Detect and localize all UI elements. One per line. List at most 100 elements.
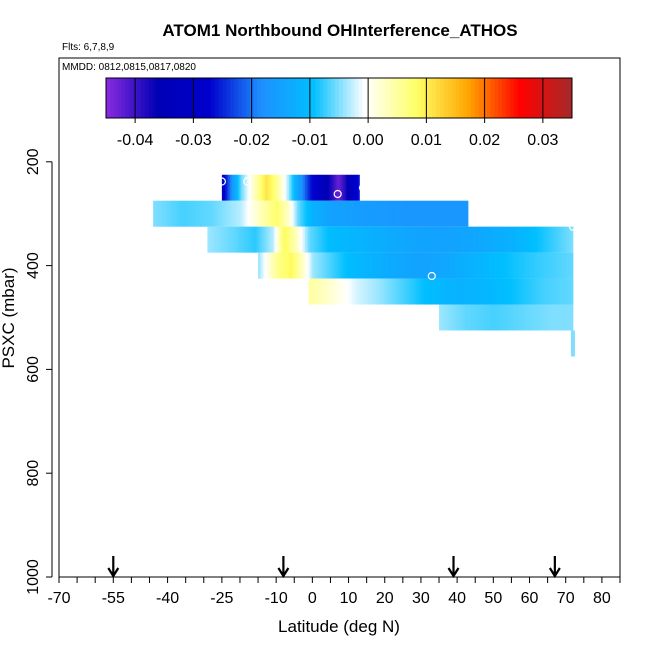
flight-latitude-arrow-1 <box>277 556 290 579</box>
heat-cell-1-120 <box>345 200 348 227</box>
heat-cell-1-187 <box>452 200 455 227</box>
heat-cell-1-100 <box>313 200 316 227</box>
heat-cell-2-36 <box>264 226 267 253</box>
heat-cell-4-141 <box>534 278 537 305</box>
heat-cell-1-115 <box>337 200 340 227</box>
heat-cell-0-30 <box>269 174 272 201</box>
heat-cell-2-175 <box>487 226 490 253</box>
heat-cell-4-28 <box>353 278 356 305</box>
heat-cell-4-48 <box>385 278 388 305</box>
heat-cell-3-144 <box>488 252 491 279</box>
heat-cell-1-162 <box>412 200 415 227</box>
colorbar-segment <box>521 78 526 118</box>
heat-cell-5-78 <box>563 304 566 331</box>
heat-cell-2-143 <box>436 226 439 253</box>
heat-cell-3-8 <box>270 252 273 279</box>
heat-cell-0-12 <box>241 174 244 201</box>
heat-cell-0-46 <box>295 174 298 201</box>
heat-cell-1-124 <box>351 200 354 227</box>
heat-cell-0-57 <box>313 174 316 201</box>
heat-cell-1-98 <box>309 200 312 227</box>
heat-cell-1-116 <box>338 200 341 227</box>
heat-cell-3-120 <box>450 252 453 279</box>
colorbar-segment <box>218 78 223 118</box>
heat-cell-0-50 <box>301 174 304 201</box>
heat-cell-3-153 <box>502 252 505 279</box>
heat-cell-1-103 <box>317 200 320 227</box>
heat-cell-3-82 <box>389 252 392 279</box>
colorbar-segment <box>405 78 410 118</box>
heat-cell-1-54 <box>239 200 242 227</box>
heat-cell-3-194 <box>568 252 571 279</box>
heat-cell-2-190 <box>511 226 514 253</box>
heat-cell-4-10 <box>324 278 327 305</box>
heat-cell-3-114 <box>440 252 443 279</box>
heat-cell-2-149 <box>445 226 448 253</box>
heat-cell-1-36 <box>210 200 213 227</box>
heat-cell-0-63 <box>322 174 325 201</box>
colorbar-segment <box>300 78 305 118</box>
x-tick-label: 50 <box>484 590 502 607</box>
heat-cell-1-131 <box>362 200 365 227</box>
heat-cell-4-102 <box>471 278 474 305</box>
heat-cell-2-146 <box>440 226 443 253</box>
x-tick-label: -40 <box>156 590 179 607</box>
heat-cell-0-54 <box>308 174 311 201</box>
colorbar-segment <box>327 78 332 118</box>
colorbar-segment <box>335 78 340 118</box>
heat-cell-3-125 <box>458 252 461 279</box>
heat-cell-3-113 <box>438 252 441 279</box>
heat-cell-5-26 <box>480 304 483 331</box>
heat-cell-4-126 <box>510 278 513 305</box>
heat-cell-5-13 <box>459 304 462 331</box>
heat-cell-0-85 <box>357 174 360 201</box>
heat-cell-1-91 <box>298 200 301 227</box>
heat-cell-1-196 <box>466 200 469 227</box>
colorbar-segment <box>315 78 321 118</box>
heat-cell-3-186 <box>555 252 558 279</box>
heat-cell-2-103 <box>372 226 375 253</box>
heat-cell-1-31 <box>202 200 205 227</box>
heat-cell-2-141 <box>432 226 435 253</box>
heat-cell-5-0 <box>439 304 442 331</box>
heat-cell-2-28 <box>252 226 255 253</box>
heat-cell-3-98 <box>414 252 417 279</box>
heat-cell-4-56 <box>398 278 401 305</box>
heat-cell-1-45 <box>225 200 228 227</box>
heat-cell-2-171 <box>480 226 483 253</box>
heat-cell-2-135 <box>423 226 426 253</box>
heat-cell-0-15 <box>245 174 248 201</box>
heat-cell-1-78 <box>277 200 280 227</box>
heat-cell-5-63 <box>539 304 542 331</box>
heat-cell-1-82 <box>284 200 287 227</box>
heat-cell-4-25 <box>348 278 351 305</box>
heat-cell-2-224 <box>565 226 568 253</box>
colorbar-segment <box>447 78 453 118</box>
y-tick-label: 600 <box>25 356 42 383</box>
colorbar-segment <box>230 78 235 118</box>
heat-cell-3-149 <box>496 252 499 279</box>
heat-cell-5-81 <box>568 304 571 331</box>
heat-cell-4-6 <box>318 278 321 305</box>
heat-cell-4-21 <box>342 278 345 305</box>
heat-cell-4-29 <box>355 278 358 305</box>
heat-cell-5-53 <box>523 304 526 331</box>
x-tick-label: -70 <box>47 590 70 607</box>
data-circle-0 <box>217 177 226 186</box>
heat-cell-2-95 <box>359 226 362 253</box>
colorbar-segment <box>284 78 290 118</box>
heat-cell-2-109 <box>381 226 384 253</box>
heat-cell-1-169 <box>423 200 426 227</box>
x-tick-label: 20 <box>376 590 394 607</box>
heat-cell-4-110 <box>484 278 487 305</box>
heat-cell-3-180 <box>546 252 549 279</box>
heat-cell-1-173 <box>429 200 432 227</box>
heat-cell-3-122 <box>453 252 456 279</box>
heat-cell-3-157 <box>509 252 512 279</box>
colorbar-segment <box>381 78 387 118</box>
colorbar-segment <box>393 78 398 118</box>
heat-cell-3-163 <box>518 252 521 279</box>
heat-cell-1-117 <box>340 200 343 227</box>
heat-cell-2-225 <box>567 226 570 253</box>
heat-cell-2-11 <box>224 226 227 253</box>
